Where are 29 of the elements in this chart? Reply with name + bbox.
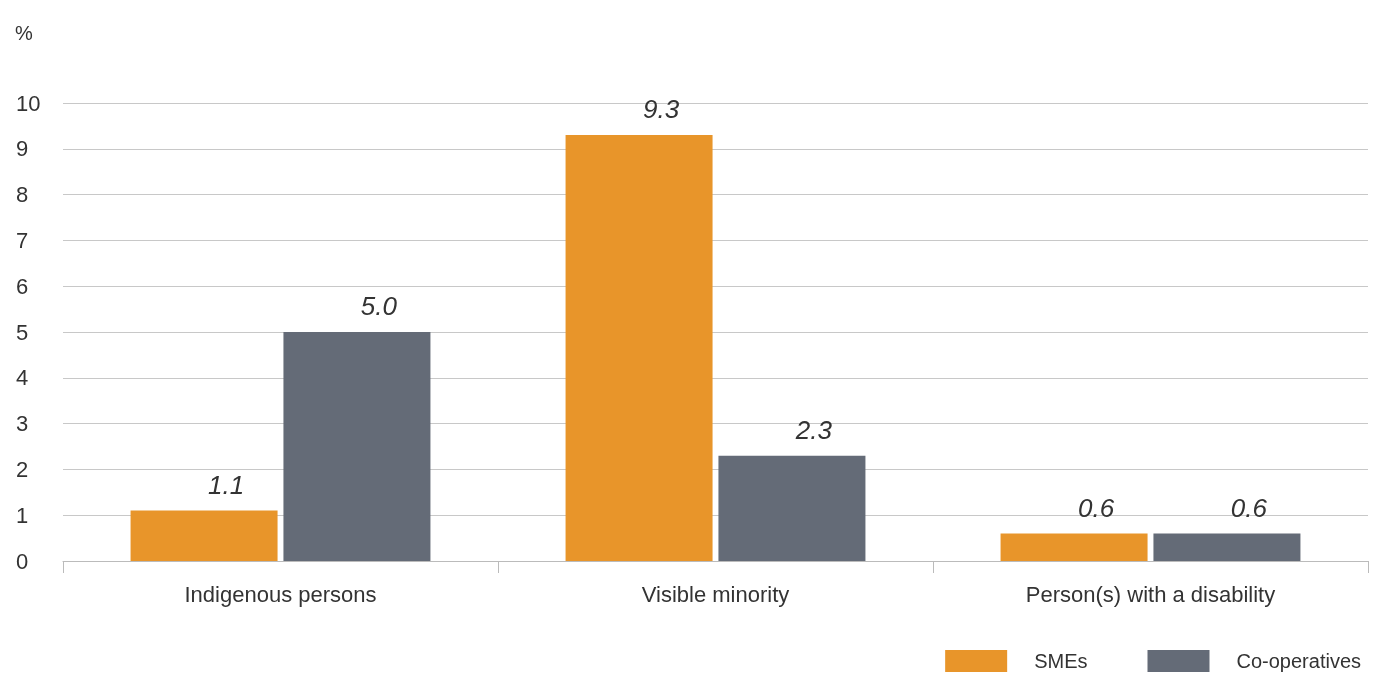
y-tick-label: 0 xyxy=(16,548,29,574)
x-tick-label: Person(s) with a disability xyxy=(1025,581,1276,607)
bar xyxy=(283,332,431,561)
bar xyxy=(718,455,866,561)
y-tick-label: 5 xyxy=(16,319,29,345)
y-tick-label: 10 xyxy=(16,90,41,116)
legend-label: SMEs xyxy=(1034,650,1088,672)
data-label: 2.3 xyxy=(794,414,833,445)
y-tick-label: 1 xyxy=(16,502,29,528)
y-tick-label: 4 xyxy=(16,365,29,391)
x-tick-label: Visible minority xyxy=(641,581,790,607)
y-tick-label: 9 xyxy=(16,136,29,162)
bar xyxy=(565,135,713,561)
data-label: 0.6 xyxy=(1077,492,1115,523)
y-tick-label: 7 xyxy=(16,227,29,253)
data-label: 1.1 xyxy=(207,469,245,500)
y-tick-label: 3 xyxy=(16,411,29,437)
data-label: 0.6 xyxy=(1230,492,1268,523)
y-tick-label: 8 xyxy=(16,182,29,208)
data-label: 9.3 xyxy=(642,94,680,125)
y-tick-label: 6 xyxy=(16,273,29,299)
bar xyxy=(1000,533,1148,561)
data-label: 5.0 xyxy=(360,291,398,321)
y-tick-label: 2 xyxy=(16,456,29,482)
bar xyxy=(130,510,278,561)
y-axis-title: % xyxy=(15,22,33,44)
x-tick-label: Indigenous persons xyxy=(184,581,377,607)
bar xyxy=(1153,533,1301,561)
legend-label: Co-operatives xyxy=(1236,650,1362,672)
